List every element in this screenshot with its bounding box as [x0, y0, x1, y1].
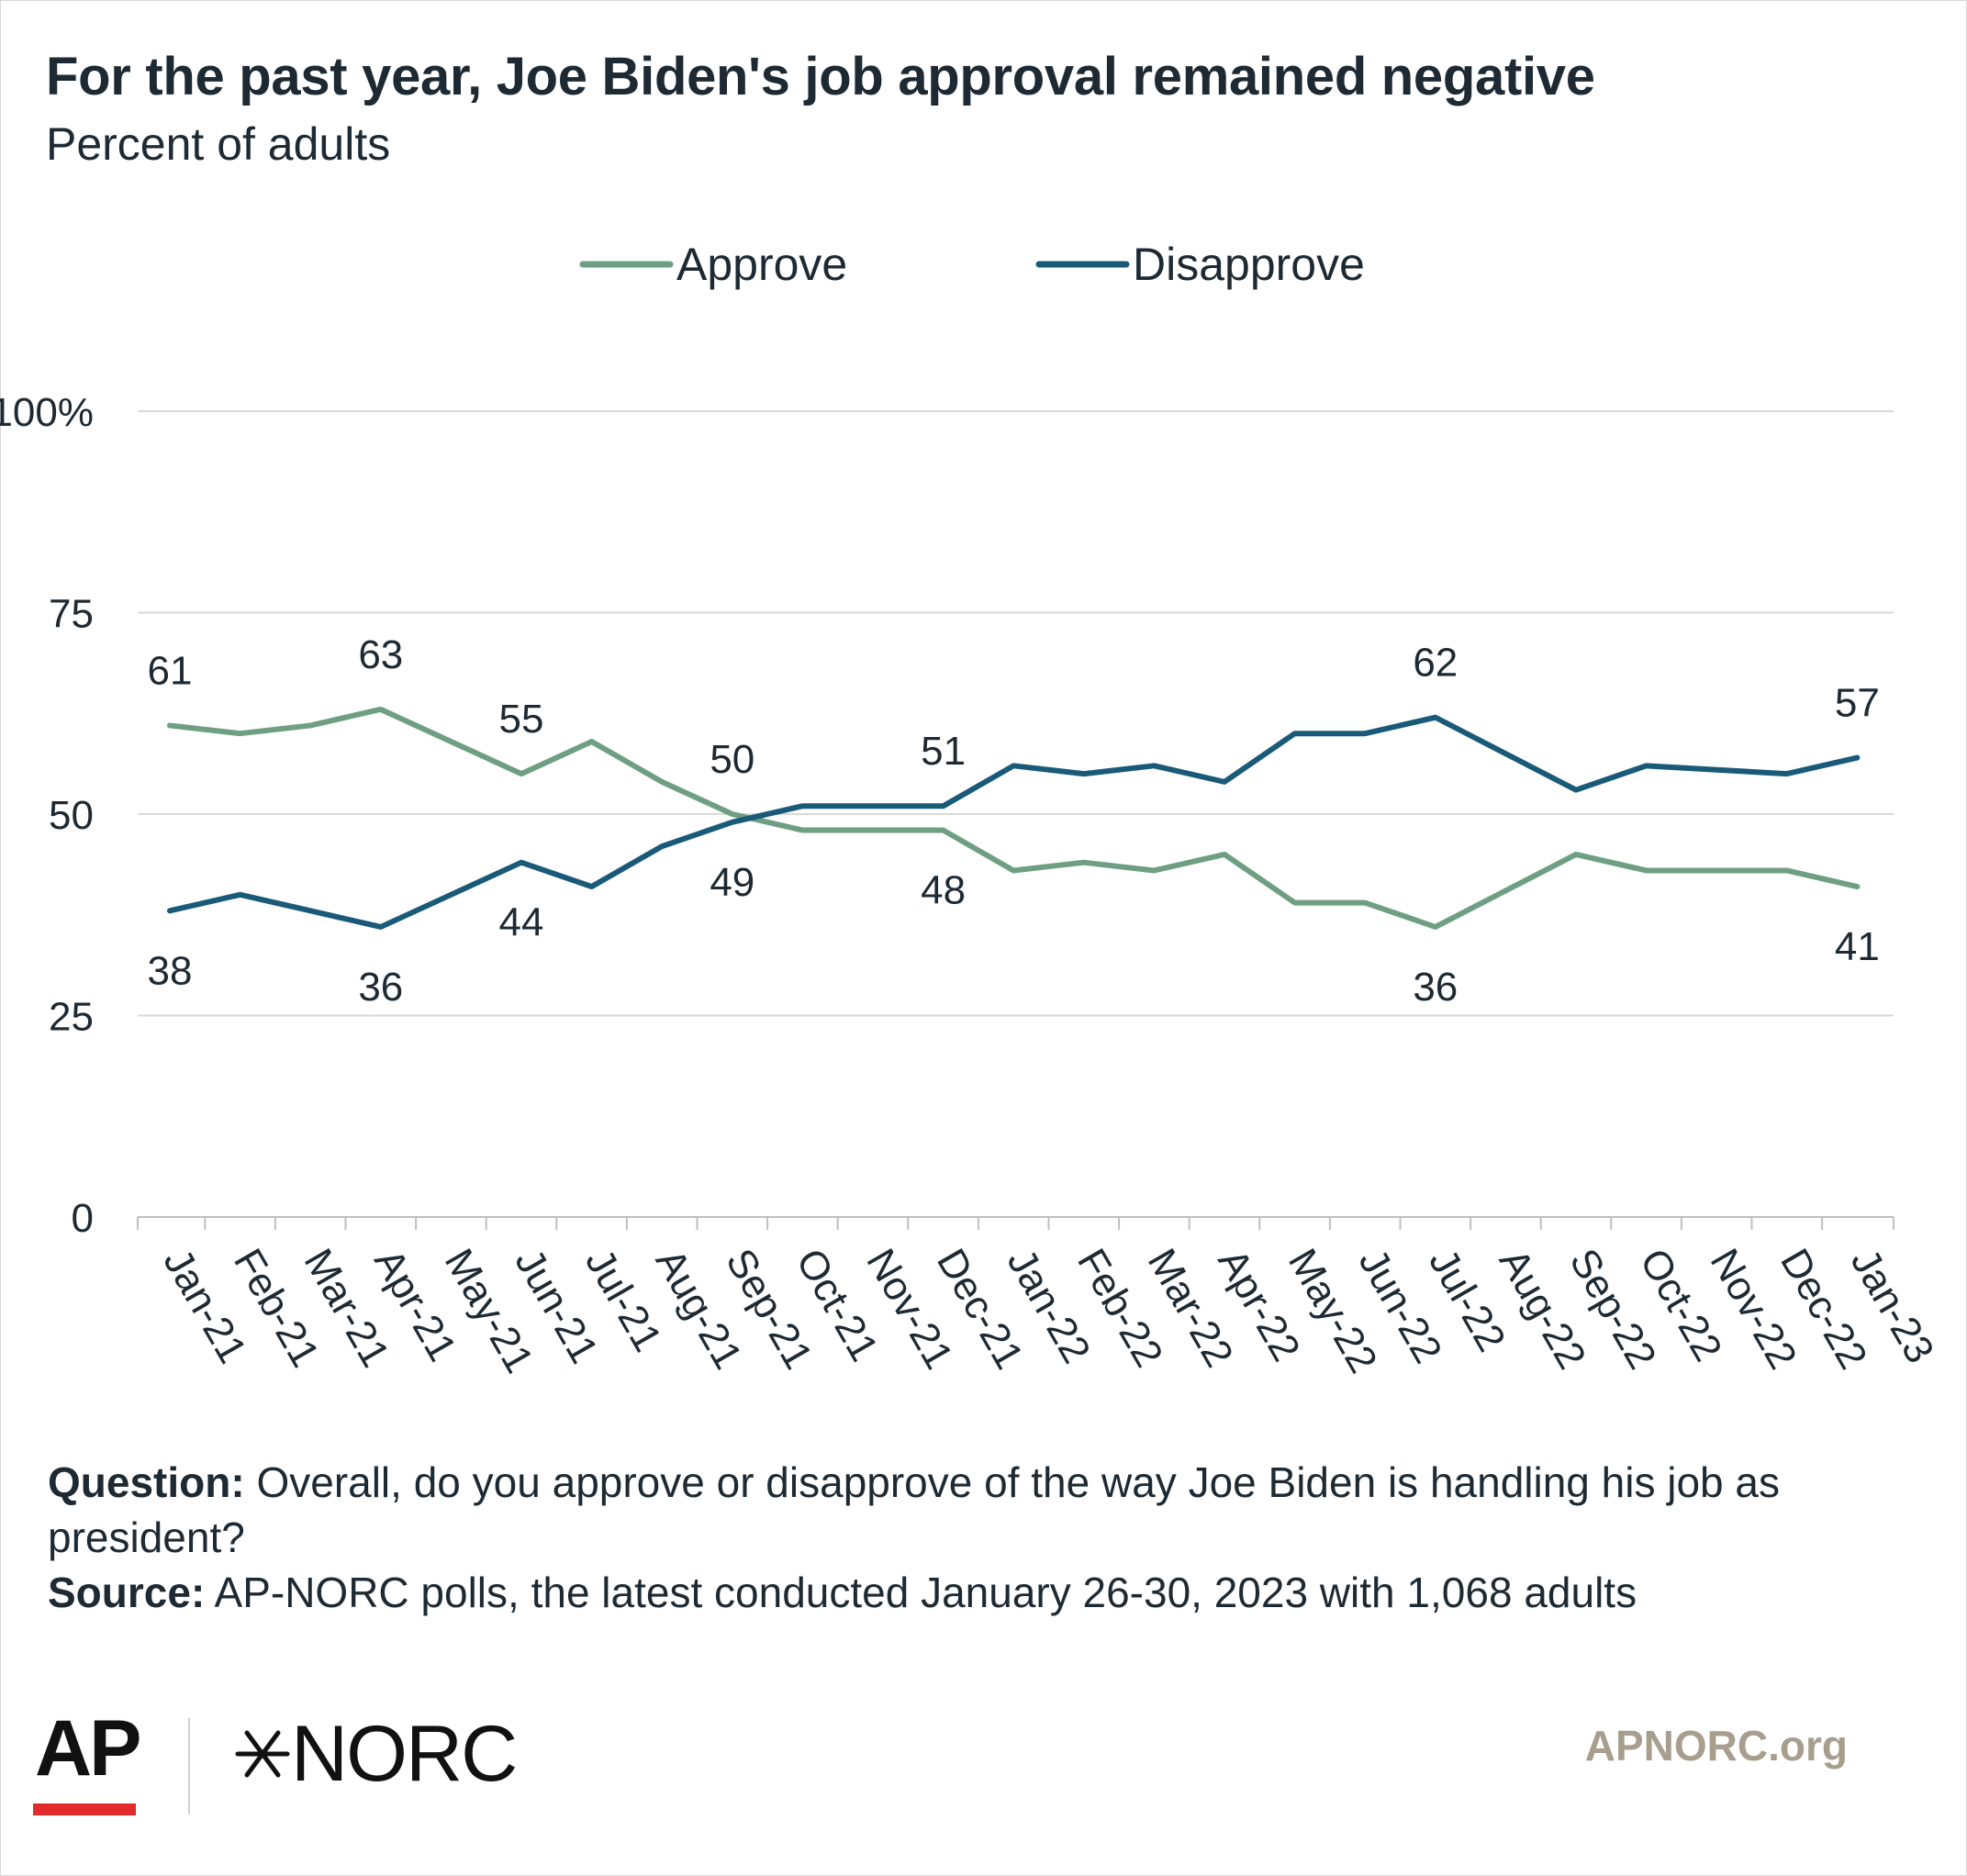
data-label-disapprove: 62	[1413, 641, 1458, 686]
data-label-disapprove: 36	[358, 965, 403, 1010]
source-note: Source: AP-NORC polls, the latest conduc…	[48, 1565, 1939, 1620]
series-line-disapprove	[167, 714, 1861, 930]
norc-logo-text: NORC	[291, 1710, 518, 1798]
data-label-approve: 36	[1413, 965, 1458, 1010]
question-note: Question: Overall, do you approve or dis…	[48, 1455, 1939, 1565]
legend-label: Disapprove	[1133, 239, 1365, 290]
series-line-approve	[167, 706, 1861, 930]
data-label-approve: 63	[358, 632, 403, 677]
ap-logo: AP	[35, 1704, 141, 1792]
data-label-approve: 55	[499, 697, 544, 742]
data-label-approve: 50	[710, 737, 754, 782]
data-label-disapprove: 57	[1835, 681, 1880, 726]
chart-subtitle: Percent of adults	[46, 118, 391, 170]
y-tick-label: 75	[49, 592, 94, 637]
data-label-disapprove: 49	[710, 860, 754, 905]
chart-notes: Question: Overall, do you approve or dis…	[48, 1455, 1939, 1620]
norc-logo: NORC	[234, 1710, 518, 1798]
data-label-disapprove: 44	[499, 900, 544, 945]
logo-divider	[188, 1718, 190, 1815]
y-tick-label: 25	[49, 995, 94, 1040]
y-tick-label: 0	[72, 1196, 94, 1241]
chart-title: For the past year, Joe Biden's job appro…	[46, 47, 1595, 106]
y-tick-label: 100%	[0, 390, 94, 435]
question-label: Question:	[48, 1458, 245, 1506]
site-link[interactable]: APNORC.org	[1584, 1722, 1848, 1770]
norc-star-icon	[235, 1730, 290, 1778]
source-label: Source:	[48, 1569, 206, 1616]
question-text: Overall, do you approve or disapprove of…	[48, 1458, 1781, 1561]
data-label-approve: 41	[1835, 924, 1880, 969]
ap-logo-underline	[33, 1803, 136, 1815]
y-tick-label: 50	[49, 793, 94, 838]
line-chart: 0255075100%Jan-21Feb-21Mar-21Apr-21May-2…	[0, 239, 1942, 1380]
legend-label: Approve	[676, 239, 847, 290]
data-label-approve: 61	[148, 648, 193, 693]
data-label-disapprove: 38	[148, 948, 193, 993]
source-text: AP-NORC polls, the latest conducted Janu…	[205, 1569, 1637, 1616]
data-label-disapprove: 51	[921, 729, 966, 774]
data-label-approve: 48	[921, 868, 966, 913]
